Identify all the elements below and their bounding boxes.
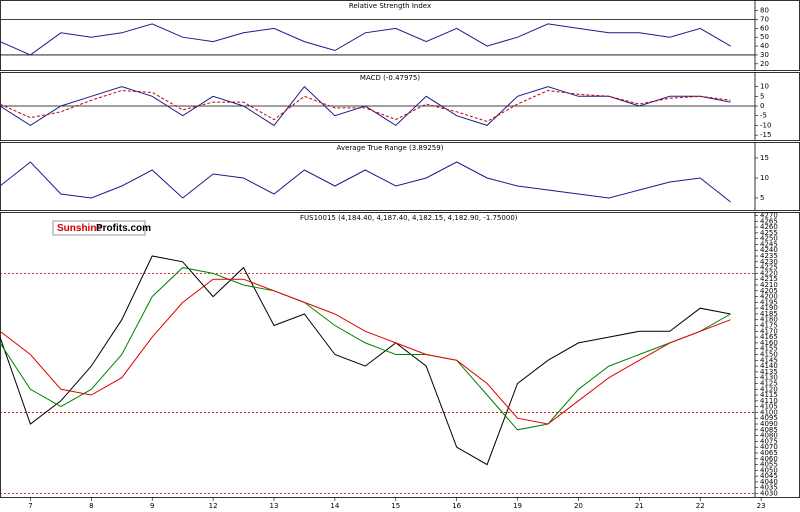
x-tick-label: 16 bbox=[452, 502, 461, 510]
y-tick-label: 4220 bbox=[760, 269, 778, 277]
y-tick-label: 4110 bbox=[760, 397, 778, 405]
series-line bbox=[0, 161, 731, 203]
logo-sunshine: Sunshine bbox=[57, 223, 102, 234]
y-tick-label: 4075 bbox=[760, 437, 778, 445]
x-tick-label: 9 bbox=[150, 502, 154, 510]
x-tick-label: 21 bbox=[635, 502, 644, 510]
y-tick-label: 4270 bbox=[760, 211, 778, 219]
y-tick-label: -15 bbox=[760, 131, 771, 139]
panel-title: FUS10015 (4,184.40, 4,187.40, 4,182.15, … bbox=[300, 214, 518, 222]
y-tick-label: 4060 bbox=[760, 455, 778, 463]
y-tick-label: 60 bbox=[760, 24, 769, 32]
y-tick-label: 4165 bbox=[760, 333, 778, 341]
y-tick-label: 4215 bbox=[760, 275, 778, 283]
y-tick-label: 4035 bbox=[760, 484, 778, 492]
y-tick-label: 4125 bbox=[760, 379, 778, 387]
series-line bbox=[0, 255, 731, 466]
y-tick-label: 4160 bbox=[760, 339, 778, 347]
y-tick-label: 80 bbox=[760, 7, 769, 15]
y-tick-label: 4055 bbox=[760, 461, 778, 469]
y-tick-label: 4120 bbox=[760, 385, 778, 393]
y-tick-label: 4245 bbox=[760, 240, 778, 248]
y-tick-label: 4030 bbox=[760, 490, 778, 498]
y-tick-label: 4265 bbox=[760, 217, 778, 225]
y-tick-label: 30 bbox=[760, 51, 769, 59]
y-tick-label: 4095 bbox=[760, 414, 778, 422]
y-tick-label: 4185 bbox=[760, 310, 778, 318]
y-tick-label: 4105 bbox=[760, 403, 778, 411]
y-tick-label: 4200 bbox=[760, 293, 778, 301]
y-tick-label: -10 bbox=[760, 121, 771, 129]
y-tick-label: 4135 bbox=[760, 368, 778, 376]
y-tick-label: 4210 bbox=[760, 281, 778, 289]
logo-box bbox=[52, 220, 146, 236]
y-tick-label: 4100 bbox=[760, 408, 778, 416]
y-tick-label: 4250 bbox=[760, 235, 778, 243]
x-tick-label: 8 bbox=[89, 502, 93, 510]
x-tick-label: 14 bbox=[330, 502, 339, 510]
panel-title: Relative Strength Index bbox=[349, 2, 431, 10]
y-tick-label: 4050 bbox=[760, 466, 778, 474]
y-tick-label: 10 bbox=[760, 174, 769, 182]
y-tick-label: 4180 bbox=[760, 316, 778, 324]
y-tick-label: 50 bbox=[760, 33, 769, 41]
y-tick-label: 4130 bbox=[760, 374, 778, 382]
y-tick-label: 4140 bbox=[760, 362, 778, 370]
y-tick-label: 70 bbox=[760, 15, 769, 23]
panel-title: Average True Range (3.89259) bbox=[337, 144, 444, 152]
y-tick-label: 4235 bbox=[760, 252, 778, 260]
series-line bbox=[0, 23, 731, 56]
y-tick-label: 20 bbox=[760, 60, 769, 68]
y-tick-label: 4150 bbox=[760, 351, 778, 359]
y-tick-label: 40 bbox=[760, 42, 769, 50]
y-tick-label: 5 bbox=[760, 194, 764, 202]
x-tick-label: 19 bbox=[513, 502, 522, 510]
y-tick-label: 4175 bbox=[760, 322, 778, 330]
x-tick-label: 23 bbox=[757, 502, 766, 510]
y-tick-label: 4230 bbox=[760, 258, 778, 266]
panel-title: MACD (-0.47975) bbox=[360, 74, 420, 82]
y-tick-label: 4080 bbox=[760, 432, 778, 440]
y-tick-label: 15 bbox=[760, 154, 769, 162]
y-tick-label: 4045 bbox=[760, 472, 778, 480]
y-tick-label: 4155 bbox=[760, 345, 778, 353]
y-tick-label: 4260 bbox=[760, 223, 778, 231]
y-tick-label: 4205 bbox=[760, 287, 778, 295]
logo-profits: Profits.com bbox=[96, 223, 151, 234]
y-tick-label: 4065 bbox=[760, 449, 778, 457]
x-tick-label: 7 bbox=[28, 502, 32, 510]
y-tick-label: 0 bbox=[760, 102, 764, 110]
y-tick-label: 4090 bbox=[760, 420, 778, 428]
x-tick-label: 12 bbox=[209, 502, 218, 510]
series-line bbox=[0, 267, 731, 431]
y-tick-label: 4190 bbox=[760, 304, 778, 312]
y-tick-label: 4225 bbox=[760, 264, 778, 272]
x-tick-label: 20 bbox=[574, 502, 583, 510]
y-tick-label: 4170 bbox=[760, 327, 778, 335]
series-line bbox=[0, 89, 731, 123]
y-tick-label: 4040 bbox=[760, 478, 778, 486]
y-tick-label: 4255 bbox=[760, 229, 778, 237]
y-tick-label: 10 bbox=[760, 83, 769, 91]
y-tick-label: 4085 bbox=[760, 426, 778, 434]
y-tick-label: 4145 bbox=[760, 356, 778, 364]
series-line bbox=[0, 278, 731, 425]
x-tick-label: 22 bbox=[696, 502, 705, 510]
y-tick-label: 5 bbox=[760, 92, 764, 100]
x-tick-label: 13 bbox=[270, 502, 279, 510]
y-tick-label: 4195 bbox=[760, 298, 778, 306]
y-tick-label: 4240 bbox=[760, 246, 778, 254]
y-tick-label: -5 bbox=[760, 112, 767, 120]
x-tick-label: 15 bbox=[391, 502, 400, 510]
y-tick-label: 4070 bbox=[760, 443, 778, 451]
y-tick-label: 4115 bbox=[760, 391, 778, 399]
